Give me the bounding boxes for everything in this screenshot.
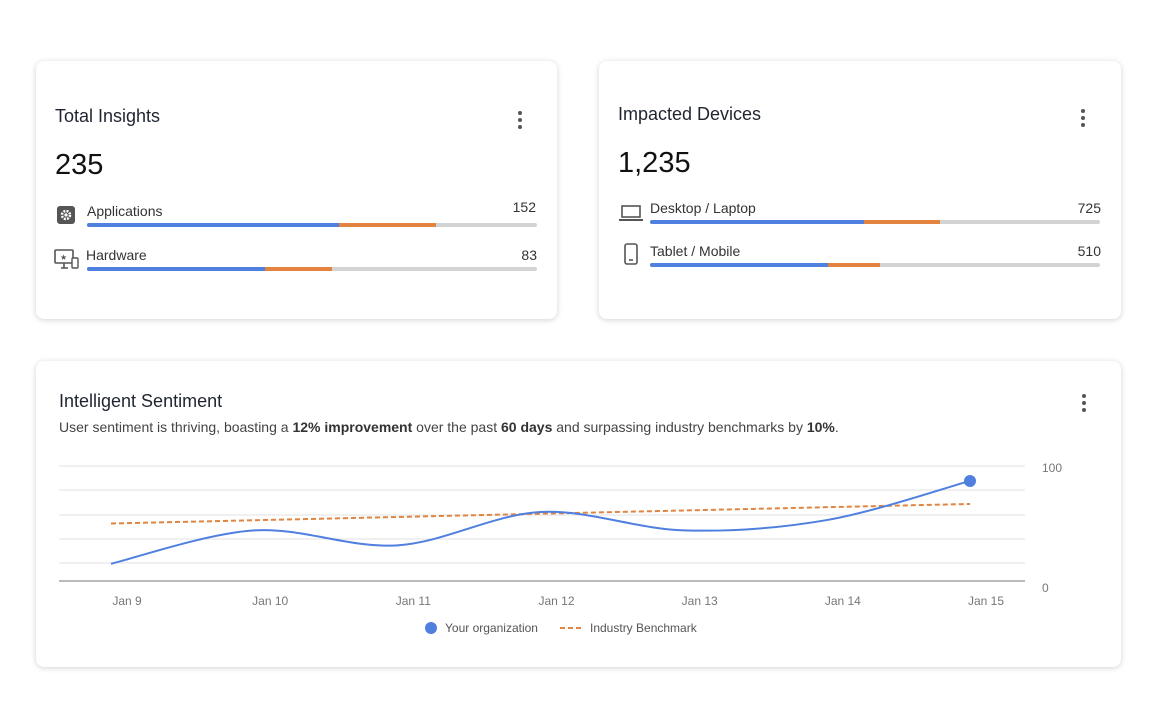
- row-value: 83: [521, 247, 537, 263]
- card-title: Total Insights: [55, 106, 161, 126]
- x-tick-label: Jan 9: [112, 594, 142, 608]
- desktop-row: Desktop / Laptop 725: [599, 200, 1121, 230]
- y-tick-label: 0: [1042, 581, 1049, 595]
- legend-dot-icon: [425, 622, 437, 634]
- card-title: Impacted Devices: [618, 104, 762, 124]
- your-organization-line: [110, 479, 971, 565]
- laptop-icon: [619, 205, 643, 221]
- row-value: 725: [1077, 200, 1101, 216]
- more-options-icon[interactable]: [1080, 109, 1086, 127]
- total-value: 1,235: [618, 147, 691, 179]
- row-label: Applications: [87, 203, 163, 219]
- progress-bar: [650, 220, 1100, 224]
- x-tick-label: Jan 10: [252, 594, 288, 608]
- impacted-devices-card: Impacted Devices 1,235 Desktop / Laptop …: [599, 61, 1121, 319]
- tablet-icon: [624, 243, 638, 265]
- legend: Your organization Industry Benchmark: [425, 621, 698, 635]
- more-options-icon[interactable]: [517, 111, 523, 129]
- total-insights-card: Total Insights 235 Applications 152 ★ Ha…: [36, 61, 557, 319]
- last-data-point: [964, 474, 976, 487]
- card-title: Intelligent Sentiment: [59, 391, 223, 411]
- x-tick-label: Jan 11: [396, 594, 431, 608]
- row-label: Hardware: [86, 247, 147, 263]
- y-tick-label: 100: [1042, 461, 1062, 475]
- x-tick-label: Jan 14: [825, 594, 861, 608]
- industry-benchmark-line: [110, 502, 971, 525]
- legend-label: Industry Benchmark: [590, 621, 698, 635]
- row-value: 510: [1077, 243, 1101, 259]
- x-tick-label: Jan 15: [968, 594, 1004, 608]
- progress-bar: [87, 223, 537, 227]
- tablet-row: Tablet / Mobile 510: [599, 243, 1121, 273]
- progress-bar: [87, 267, 537, 271]
- row-value: 152: [512, 199, 536, 215]
- hardware-row: ★ Hardware 83: [36, 247, 557, 277]
- gear-icon: [57, 206, 75, 224]
- row-label: Desktop / Laptop: [650, 200, 756, 216]
- x-tick-label: Jan 12: [538, 594, 574, 608]
- progress-bar: [650, 263, 1100, 267]
- svg-text:★: ★: [60, 253, 67, 262]
- applications-row: Applications 152: [36, 199, 557, 233]
- total-value: 235: [55, 149, 104, 181]
- sentiment-summary: User sentiment is thriving, boasting a 1…: [59, 419, 839, 435]
- row-label: Tablet / Mobile: [650, 243, 741, 259]
- legend-label: Your organization: [445, 621, 538, 635]
- x-tick-label: Jan 13: [682, 594, 718, 608]
- more-options-icon[interactable]: [1081, 394, 1087, 412]
- monitor-device-icon: ★: [54, 249, 79, 269]
